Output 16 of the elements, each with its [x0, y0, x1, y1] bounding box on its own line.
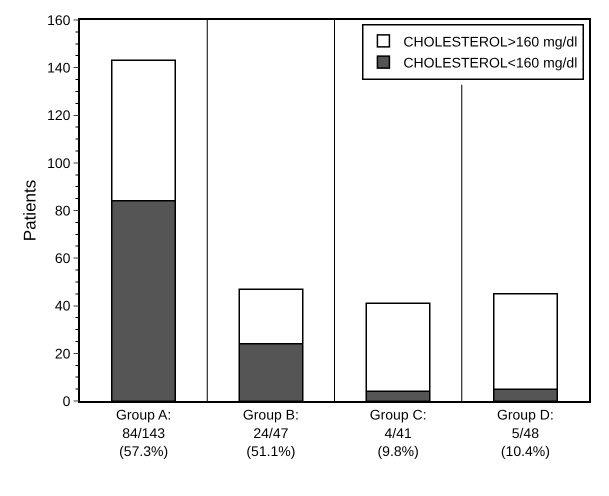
y-tick-label: 120 — [47, 107, 71, 124]
legend-label: CHOLESTEROL<160 mg/dl — [403, 54, 578, 71]
legend-label: CHOLESTEROL>160 mg/dl — [403, 33, 578, 50]
x-tick-label: Group B: 24/47 (51.1%) — [242, 406, 299, 459]
x-tick-label: Group D: 5/48 (10.4%) — [496, 406, 554, 459]
y-tick-label: 100 — [47, 154, 71, 171]
y-tick-label: 80 — [54, 202, 71, 218]
y-tick-label: 60 — [54, 250, 71, 266]
x-tick-label: Group C: 4/41 (9.8%) — [370, 406, 427, 459]
y-tick-label: 140 — [47, 60, 71, 76]
y-tick-label: 40 — [54, 298, 71, 314]
y-tick-label: 160 — [47, 12, 71, 28]
x-tick-label: Group A: 84/143 (57.3%) — [116, 406, 172, 459]
y-tick-label: 0 — [62, 392, 71, 409]
y-tick-label: 20 — [54, 345, 71, 362]
y-axis-title: Patients — [20, 180, 40, 242]
